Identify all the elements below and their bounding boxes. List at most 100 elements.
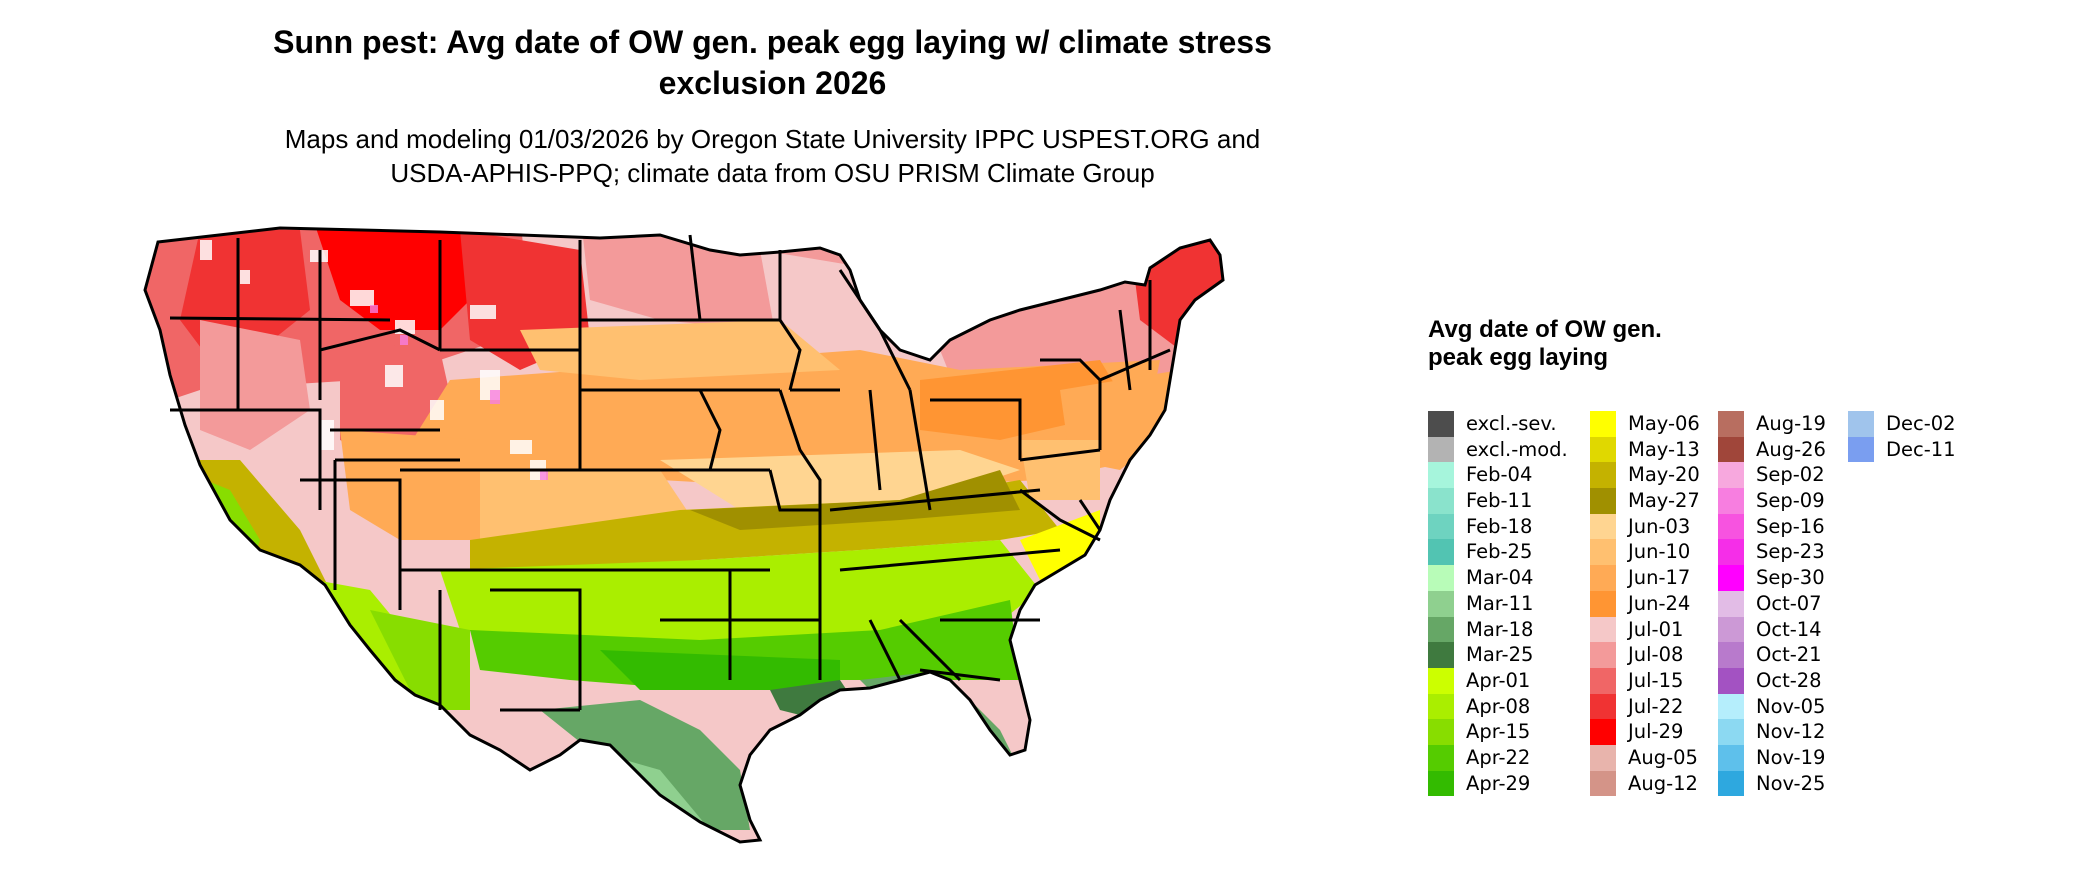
legend-swatch [1718, 744, 1744, 771]
map-title-line-2: exclusion 2026 [658, 65, 887, 101]
legend-label: Nov-05 [1756, 694, 1826, 718]
legend-label: Jul-29 [1628, 720, 1684, 744]
legend-swatch [1590, 616, 1616, 643]
legend-label: Oct-14 [1756, 617, 1822, 641]
legend-label: Aug-12 [1628, 771, 1698, 795]
legend-label: May-27 [1628, 489, 1700, 513]
legend-swatch [1718, 693, 1744, 720]
legend-label: Nov-12 [1756, 720, 1826, 744]
legend-label: Oct-28 [1756, 668, 1822, 692]
legend-swatch [1590, 693, 1616, 720]
legend-label: Jun-03 [1628, 514, 1691, 538]
legend-swatch [1428, 667, 1454, 694]
legend-label: May-20 [1628, 463, 1700, 487]
legend-label: Aug-19 [1756, 412, 1826, 435]
legend-label: Mar-11 [1466, 591, 1534, 615]
legend-swatch [1590, 744, 1616, 771]
legend-swatch [1590, 436, 1616, 463]
legend-swatch [1590, 411, 1616, 437]
legend-swatch [1428, 411, 1454, 437]
legend-swatch [1718, 411, 1744, 437]
legend-swatch [1718, 719, 1744, 745]
legend-label: Jul-22 [1628, 694, 1684, 718]
legend-label: Apr-08 [1466, 694, 1531, 718]
legend-label: Mar-04 [1466, 566, 1534, 590]
legend-label: May-06 [1628, 412, 1700, 435]
legend-label: Aug-26 [1756, 437, 1826, 461]
legend-swatch [1590, 667, 1616, 694]
legend-swatch [1428, 539, 1454, 566]
legend-label: Mar-18 [1466, 617, 1534, 641]
legend-swatch [1718, 590, 1744, 617]
legend-swatch [1428, 719, 1454, 745]
legend-label: Mar-25 [1466, 643, 1534, 667]
legend-label: May-13 [1628, 437, 1700, 461]
legend-swatch [1718, 462, 1744, 489]
legend-swatch [1718, 513, 1744, 540]
legend-title: Avg date of OW gen. peak egg laying [1428, 316, 1662, 371]
legend-label: Feb-18 [1466, 514, 1533, 538]
legend-swatch [1718, 642, 1744, 668]
map-subtitle-line-2: USDA-APHIS-PPQ; climate data from OSU PR… [390, 158, 1155, 188]
legend-swatch [1428, 565, 1454, 591]
us-map [143, 226, 1225, 844]
legend-swatch [1428, 590, 1454, 617]
legend-swatch [1590, 565, 1616, 591]
legend-swatch [1718, 616, 1744, 643]
legend-swatch [1590, 513, 1616, 540]
map-title-line-1: Sunn pest: Avg date of OW gen. peak egg … [273, 24, 1272, 60]
legend-swatch [1428, 436, 1454, 463]
legend-swatch [1590, 719, 1616, 745]
legend-swatch [1718, 539, 1744, 566]
legend-swatch [1590, 488, 1616, 514]
legend-label: Apr-15 [1466, 720, 1531, 744]
legend-label: Apr-29 [1466, 771, 1531, 795]
legend-swatch [1428, 513, 1454, 540]
legend-label: Sep-30 [1756, 566, 1825, 590]
legend-swatch [1848, 411, 1874, 437]
legend-label: Jun-17 [1628, 566, 1691, 590]
map-subtitle-line-1: Maps and modeling 01/03/2026 by Oregon S… [284, 124, 1261, 154]
legend-label: Jun-24 [1628, 591, 1691, 615]
legend-label: Jun-10 [1628, 540, 1691, 564]
map-title: Sunn pest: Avg date of OW gen. peak egg … [150, 22, 1395, 104]
legend-swatch [1428, 744, 1454, 771]
legend-label: Apr-01 [1466, 668, 1531, 692]
legend-swatch [1590, 642, 1616, 668]
legend-label: Oct-21 [1756, 643, 1822, 667]
legend-label: Jul-15 [1628, 668, 1684, 692]
legend-label: Dec-02 [1886, 412, 1956, 435]
legend-swatch [1718, 436, 1744, 463]
legend-swatch [1428, 693, 1454, 720]
legend-swatch [1848, 436, 1874, 463]
legend-swatch [1590, 770, 1616, 797]
legend-label: Jul-08 [1628, 643, 1684, 667]
legend-swatch [1718, 565, 1744, 591]
map-subtitle: Maps and modeling 01/03/2026 by Oregon S… [210, 122, 1335, 190]
legend-swatch [1428, 462, 1454, 489]
legend-swatch [1428, 642, 1454, 668]
legend-label: excl.-mod. [1466, 437, 1568, 461]
legend-label: Sep-02 [1756, 463, 1825, 487]
legend-label: Feb-11 [1466, 489, 1533, 513]
legend-swatch [1718, 667, 1744, 694]
legend-label: Feb-04 [1466, 463, 1533, 487]
legend-swatch [1718, 770, 1744, 797]
legend-label: Aug-05 [1628, 745, 1698, 769]
legend-label: Dec-11 [1886, 437, 1956, 461]
legend-label: Sep-16 [1756, 514, 1825, 538]
legend-label: Sep-09 [1756, 489, 1825, 513]
legend-swatch [1428, 488, 1454, 514]
legend-swatch [1590, 462, 1616, 489]
legend-swatch [1590, 590, 1616, 617]
legend-label: Oct-07 [1756, 591, 1822, 615]
legend-label: Apr-22 [1466, 745, 1531, 769]
legend-swatch [1428, 616, 1454, 643]
legend-label: Jul-01 [1628, 617, 1684, 641]
legend-swatch [1718, 488, 1744, 514]
legend-label: Nov-25 [1756, 771, 1826, 795]
legend-label: excl.-sev. [1466, 412, 1557, 435]
legend-label: Nov-19 [1756, 745, 1826, 769]
legend-label: Feb-25 [1466, 540, 1533, 564]
legend-swatch [1428, 770, 1454, 797]
